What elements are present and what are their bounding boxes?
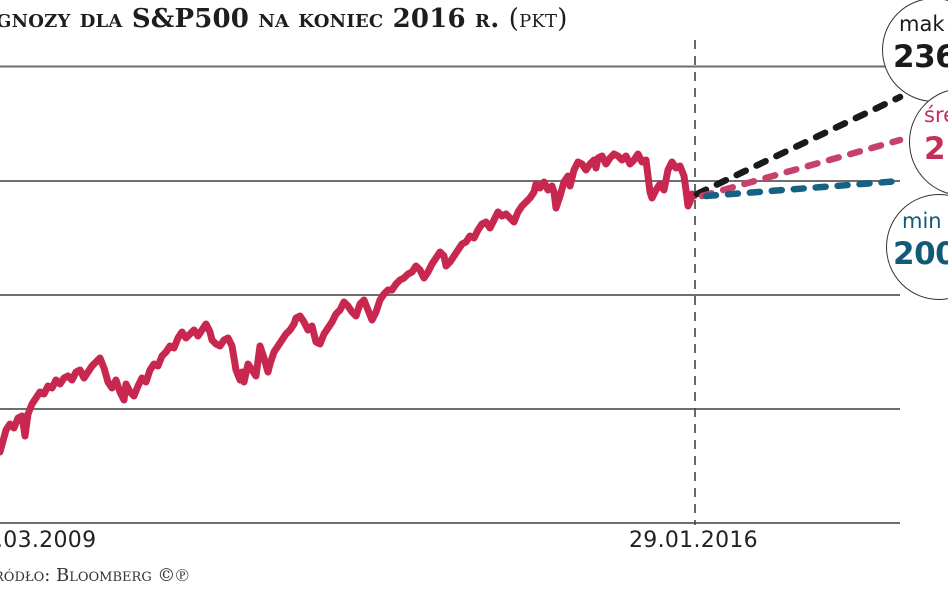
chart-title-main: gnozy dla S&P500 na koniec 2016 r.: [0, 4, 500, 34]
chart-title: gnozy dla S&P500 na koniec 2016 r. (pkt): [0, 4, 568, 34]
source-note: ródło: Bloomberg ©℗: [0, 565, 190, 586]
forecast-avg-value: 2: [924, 131, 946, 167]
forecast-avg-label: śre: [924, 103, 948, 127]
forecast-min-line: [702, 177, 904, 200]
forecast-max-value: 236: [893, 39, 948, 75]
forecast-min-label: min: [902, 209, 942, 233]
forecast-avg-line: [698, 136, 904, 200]
sp500-history-line: [0, 150, 698, 456]
forecast-max-label: mak: [899, 12, 945, 36]
forecast-min-value: 200: [893, 236, 948, 272]
x-axis-start-label: .03.2009: [0, 528, 97, 553]
gridlines: [0, 65, 900, 524]
forecast-max-line: [693, 93, 904, 198]
x-axis-end-label: 29.01.2016: [629, 528, 758, 553]
chart-title-unit: (pkt): [508, 4, 568, 34]
